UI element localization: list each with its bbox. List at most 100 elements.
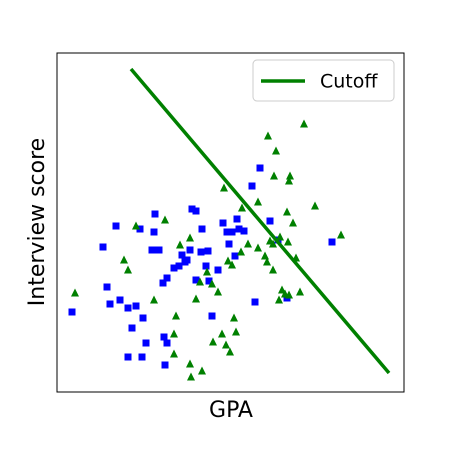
square-point (155, 246, 163, 254)
triangle-point (300, 119, 308, 128)
square-point (178, 251, 186, 259)
square-point (106, 300, 114, 308)
square-point (204, 247, 212, 255)
square-point (202, 262, 210, 270)
square-point (142, 339, 150, 347)
triangle-point (161, 215, 169, 224)
square-point (150, 228, 158, 236)
triangle-point (132, 221, 140, 230)
triangle-point (203, 267, 211, 276)
triangle-point (208, 279, 216, 288)
square-point (124, 353, 132, 361)
triangle-point (286, 171, 294, 180)
triangle-point (263, 257, 271, 266)
square-point (228, 228, 236, 236)
triangle-point (218, 329, 226, 338)
square-point (256, 164, 264, 172)
square-point (159, 279, 167, 287)
triangle-point (224, 256, 232, 265)
triangle-point (214, 287, 222, 296)
triangle-point (283, 207, 291, 216)
triangle-point (284, 237, 292, 246)
triangle-point (269, 239, 277, 248)
triangle-point (244, 239, 252, 248)
y-axis-label: Interview score (25, 138, 50, 306)
square-point (240, 227, 248, 235)
square-point (208, 312, 216, 320)
triangle-point (296, 287, 304, 296)
square-point (163, 274, 171, 282)
square-point (139, 314, 147, 322)
triangle-point (186, 359, 194, 368)
square-point (219, 219, 227, 227)
triangle-point (150, 295, 158, 304)
square-point (181, 258, 189, 266)
square-point (188, 205, 196, 213)
square-point (99, 243, 107, 251)
square-point (231, 252, 239, 260)
triangle-point (337, 230, 345, 239)
triangle-point (254, 243, 262, 252)
square-point (205, 277, 213, 285)
triangle-point (275, 295, 283, 304)
square-point (163, 339, 171, 347)
legend-label: Cutoff (320, 71, 378, 93)
triangle-point (220, 183, 228, 192)
triangle-point (276, 232, 284, 241)
triangle-point (186, 233, 194, 242)
triangle-point (198, 366, 206, 375)
square-point (223, 228, 231, 236)
triangle-point (71, 288, 79, 297)
square-point (151, 210, 159, 218)
triangle-point (192, 294, 200, 303)
square-point (266, 217, 274, 225)
square-point (103, 283, 111, 291)
square-point (214, 266, 222, 274)
square-point (68, 308, 76, 316)
cutoff-line (129, 67, 391, 375)
square-point (233, 215, 241, 223)
square-point (175, 262, 183, 270)
triangle-point (222, 340, 230, 349)
triangle-point (238, 203, 246, 212)
triangle-point (254, 197, 262, 206)
square-point (225, 240, 233, 248)
square-point (192, 207, 200, 215)
square-point (248, 182, 256, 190)
triangle-point (124, 265, 132, 274)
triangle-point (176, 240, 184, 249)
triangle-point (196, 277, 204, 286)
square-point (192, 276, 200, 284)
square-point (328, 238, 336, 246)
square-point (112, 222, 120, 230)
square-point (161, 361, 169, 369)
square-point (235, 225, 243, 233)
square-point (136, 225, 144, 233)
triangle-point (285, 290, 293, 299)
square-point (170, 264, 178, 272)
square-point (186, 246, 194, 254)
triangle-point (170, 349, 178, 358)
plot-frame (56, 52, 405, 393)
triangle-point (228, 260, 236, 269)
legend-box (252, 59, 395, 102)
square-point (160, 333, 168, 341)
triangle-point (226, 347, 234, 356)
square-point (128, 324, 136, 332)
triangle-point (289, 218, 297, 227)
square-point (148, 246, 156, 254)
triangle-point (187, 372, 195, 381)
square-point (116, 296, 124, 304)
triangle-point (261, 251, 269, 260)
triangle-point (311, 201, 319, 210)
square-point (132, 302, 140, 310)
triangle-point (172, 311, 180, 320)
triangle-point (232, 327, 240, 336)
square-point (197, 248, 205, 256)
square-point (124, 304, 132, 312)
x-axis-label: GPA (209, 398, 253, 423)
triangle-point (209, 337, 217, 346)
square-point (138, 353, 146, 361)
triangle-point (264, 131, 272, 140)
